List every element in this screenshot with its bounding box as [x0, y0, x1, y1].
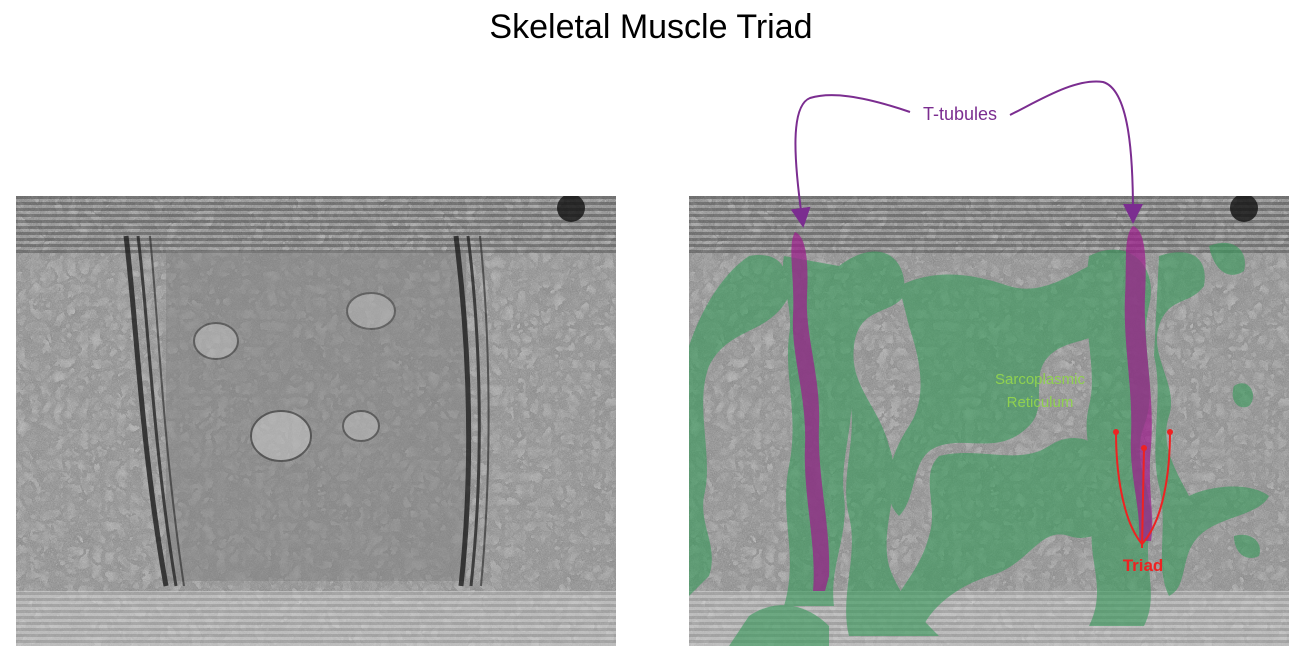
- page-title: Skeletal Muscle Triad: [489, 8, 813, 46]
- t-tubule-left: [791, 232, 830, 591]
- t-tubules-label: T-tubules: [923, 104, 997, 124]
- micrograph-left: [16, 196, 616, 646]
- micrograph-right: [689, 196, 1289, 646]
- t-tubules-arrow-right: [1009, 80, 1143, 224]
